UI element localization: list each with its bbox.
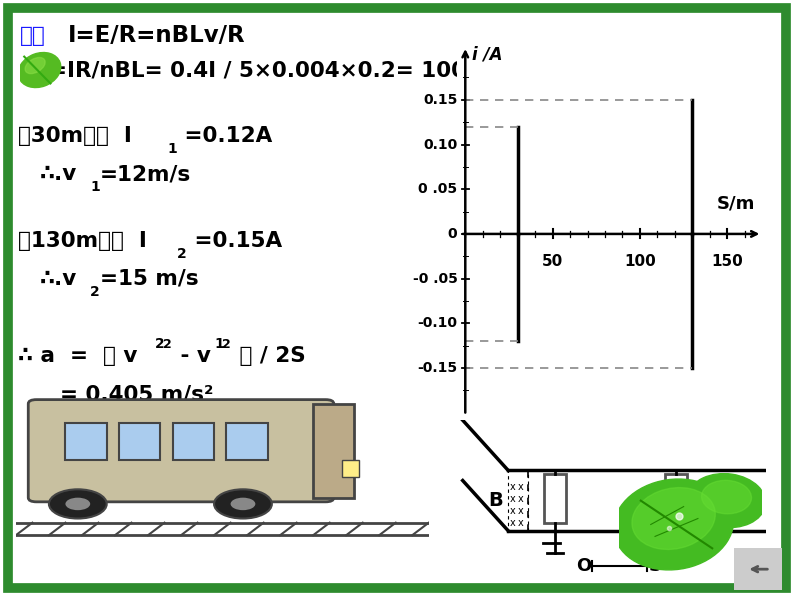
Text: ∴.v: ∴.v xyxy=(40,269,77,289)
Text: 100: 100 xyxy=(624,254,656,269)
Text: -0.10: -0.10 xyxy=(418,316,457,330)
Text: 0.10: 0.10 xyxy=(423,138,457,151)
Text: 1: 1 xyxy=(214,337,224,351)
Text: i /A: i /A xyxy=(472,45,503,63)
Text: 0: 0 xyxy=(448,227,457,241)
Text: O: O xyxy=(576,557,592,575)
Ellipse shape xyxy=(25,57,45,74)
Text: x: x xyxy=(518,518,523,528)
Text: 0.15: 0.15 xyxy=(423,93,457,107)
Bar xyxy=(119,423,160,460)
Text: S: S xyxy=(649,557,661,575)
Bar xyxy=(544,474,566,523)
Text: ∴.v: ∴.v xyxy=(40,164,77,184)
Bar xyxy=(665,474,688,523)
Ellipse shape xyxy=(614,479,734,570)
Text: 2: 2 xyxy=(222,337,231,350)
Text: 2: 2 xyxy=(177,247,187,261)
FancyBboxPatch shape xyxy=(29,400,333,502)
Text: = 0.405 m/s²: = 0.405 m/s² xyxy=(60,384,214,404)
Text: - v: - v xyxy=(173,346,211,366)
Ellipse shape xyxy=(688,474,765,527)
Text: =0.12A: =0.12A xyxy=(177,126,272,146)
Text: 1: 1 xyxy=(90,180,100,194)
Text: x: x xyxy=(510,493,515,504)
Bar xyxy=(226,423,268,460)
Text: x: x xyxy=(518,505,523,516)
Bar xyxy=(313,404,354,498)
Bar xyxy=(342,460,359,477)
Text: =0.15A: =0.15A xyxy=(187,231,282,251)
Text: 2: 2 xyxy=(90,285,100,299)
Text: -0 .05: -0 .05 xyxy=(413,272,457,285)
Text: =12m/s: =12m/s xyxy=(100,164,191,184)
Bar xyxy=(173,423,214,460)
Text: 2: 2 xyxy=(163,337,172,350)
Text: ） / 2S: ） / 2S xyxy=(232,346,306,366)
Text: ∴ a  =  （ v: ∴ a = （ v xyxy=(18,346,137,366)
Text: 在130m处，  I: 在130m处， I xyxy=(18,231,147,251)
Circle shape xyxy=(65,498,91,510)
Text: 1: 1 xyxy=(167,142,177,156)
Text: I=E/R=nBLv/R: I=E/R=nBLv/R xyxy=(68,24,245,48)
Text: 在30m处，  I: 在30m处， I xyxy=(18,126,132,146)
Text: x: x xyxy=(510,505,515,516)
Text: -0.15: -0.15 xyxy=(418,361,457,375)
Ellipse shape xyxy=(18,52,61,88)
Text: x: x xyxy=(510,482,515,492)
Circle shape xyxy=(230,498,256,510)
Ellipse shape xyxy=(632,488,715,550)
Text: 150: 150 xyxy=(711,254,743,269)
Text: x: x xyxy=(518,493,523,504)
Text: =15 m/s: =15 m/s xyxy=(100,269,198,289)
Text: x: x xyxy=(518,482,523,492)
Circle shape xyxy=(49,489,106,519)
Text: x: x xyxy=(510,518,515,528)
Text: 2: 2 xyxy=(155,337,164,351)
Text: B: B xyxy=(489,491,503,510)
Ellipse shape xyxy=(702,480,751,514)
Text: 50: 50 xyxy=(542,254,563,269)
Text: S/m: S/m xyxy=(717,194,755,213)
Text: v=IR/nBL= 0.4I / 5×0.004×0.2= 100×I: v=IR/nBL= 0.4I / 5×0.004×0.2= 100×I xyxy=(35,61,492,81)
Circle shape xyxy=(214,489,272,519)
Text: 解：: 解： xyxy=(20,26,46,46)
Bar xyxy=(65,423,106,460)
Text: 0 .05: 0 .05 xyxy=(418,182,457,196)
